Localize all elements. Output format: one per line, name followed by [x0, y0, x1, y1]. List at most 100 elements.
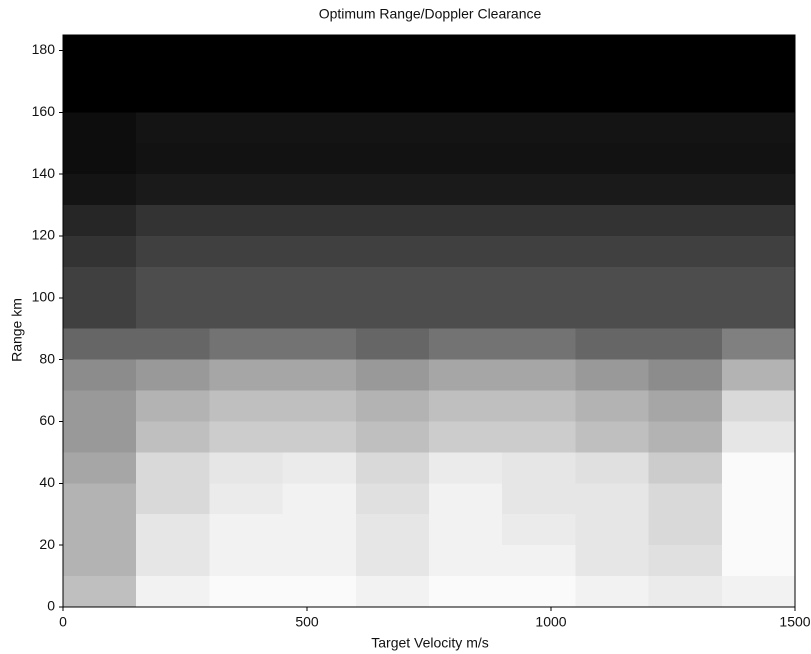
chart-title: Optimum Range/Doppler Clearance	[319, 6, 542, 22]
heat-cell	[648, 35, 722, 51]
heat-cell	[136, 112, 210, 144]
heat-cell	[355, 112, 429, 144]
heat-cell	[502, 35, 576, 51]
heat-cell	[575, 576, 649, 607]
heat-cell	[355, 50, 429, 82]
heat-cell	[502, 205, 576, 236]
heat-cell	[282, 576, 356, 607]
heat-cell	[209, 143, 283, 175]
heat-cell	[282, 205, 356, 236]
y-tick-label: 80	[39, 350, 55, 366]
heat-cell	[429, 143, 503, 175]
heat-cell	[721, 35, 795, 51]
y-tick-label: 20	[39, 536, 55, 552]
y-tick-label: 160	[32, 103, 56, 119]
heat-cell	[136, 421, 210, 453]
heat-cell	[721, 545, 795, 577]
heat-cell	[721, 266, 795, 298]
heat-cell	[63, 328, 137, 360]
y-tick-label: 140	[32, 165, 56, 181]
heat-cell	[136, 143, 210, 175]
heat-cell	[429, 545, 503, 577]
heat-cell	[209, 514, 283, 546]
heat-cell	[648, 235, 722, 267]
heat-cell	[63, 359, 137, 391]
heat-cell	[648, 452, 722, 484]
x-axis-label: Target Velocity m/s	[371, 635, 489, 651]
heat-cell	[355, 576, 429, 607]
heat-cell	[63, 297, 137, 329]
heat-cell	[282, 266, 356, 298]
heat-cell	[721, 576, 795, 607]
heat-cell	[648, 328, 722, 360]
heat-cell	[648, 81, 722, 113]
heat-cell	[648, 421, 722, 453]
heat-cell	[648, 576, 722, 607]
heat-cell	[282, 452, 356, 484]
heat-cell	[282, 235, 356, 267]
heat-cell	[63, 545, 137, 577]
heat-cell	[209, 235, 283, 267]
heat-cell	[648, 205, 722, 236]
heat-cell	[502, 452, 576, 484]
heat-cell	[502, 235, 576, 267]
heat-cell	[136, 297, 210, 329]
heat-cell	[721, 174, 795, 206]
heat-cell	[209, 390, 283, 422]
heat-cell	[502, 266, 576, 298]
heat-cell	[429, 81, 503, 113]
heat-cell	[282, 359, 356, 391]
heat-cell	[209, 81, 283, 113]
heat-cell	[721, 452, 795, 484]
heat-cell	[136, 452, 210, 484]
y-axis-label: Range km	[9, 298, 25, 362]
heat-cell	[721, 421, 795, 453]
heat-cell	[429, 35, 503, 51]
heat-cell	[136, 576, 210, 607]
heat-cell	[282, 390, 356, 422]
heat-cell	[136, 205, 210, 236]
heat-cell	[648, 266, 722, 298]
heat-cell	[355, 483, 429, 515]
heat-cell	[429, 266, 503, 298]
heat-cell	[209, 297, 283, 329]
heat-cell	[502, 143, 576, 175]
heat-cell	[575, 545, 649, 577]
heat-cell	[429, 576, 503, 607]
heat-cell	[136, 514, 210, 546]
heat-cell	[63, 35, 137, 51]
heat-cell	[355, 174, 429, 206]
heat-cell	[648, 483, 722, 515]
heat-cell	[355, 421, 429, 453]
heat-cell	[63, 143, 137, 175]
heat-cell	[63, 235, 137, 267]
heat-cell	[502, 112, 576, 144]
heat-cell	[355, 359, 429, 391]
heat-cell	[721, 328, 795, 360]
heat-cell	[136, 266, 210, 298]
heat-cell	[282, 545, 356, 577]
heat-cell	[575, 390, 649, 422]
heat-cell	[502, 174, 576, 206]
heat-cell	[502, 421, 576, 453]
heat-cell	[575, 514, 649, 546]
heat-cell	[429, 483, 503, 515]
heat-cell	[355, 390, 429, 422]
heat-cell	[648, 545, 722, 577]
heat-cell	[502, 359, 576, 391]
heat-cell	[282, 35, 356, 51]
heat-cell	[209, 576, 283, 607]
heat-cell	[721, 143, 795, 175]
heat-cell	[355, 205, 429, 236]
heat-cell	[355, 514, 429, 546]
heat-cell	[209, 452, 283, 484]
heat-cell	[136, 35, 210, 51]
heat-cell	[575, 35, 649, 51]
heat-cell	[575, 235, 649, 267]
heat-cell	[282, 112, 356, 144]
heat-cell	[209, 483, 283, 515]
heat-cell	[502, 81, 576, 113]
heat-cell	[136, 483, 210, 515]
heat-cell	[282, 143, 356, 175]
